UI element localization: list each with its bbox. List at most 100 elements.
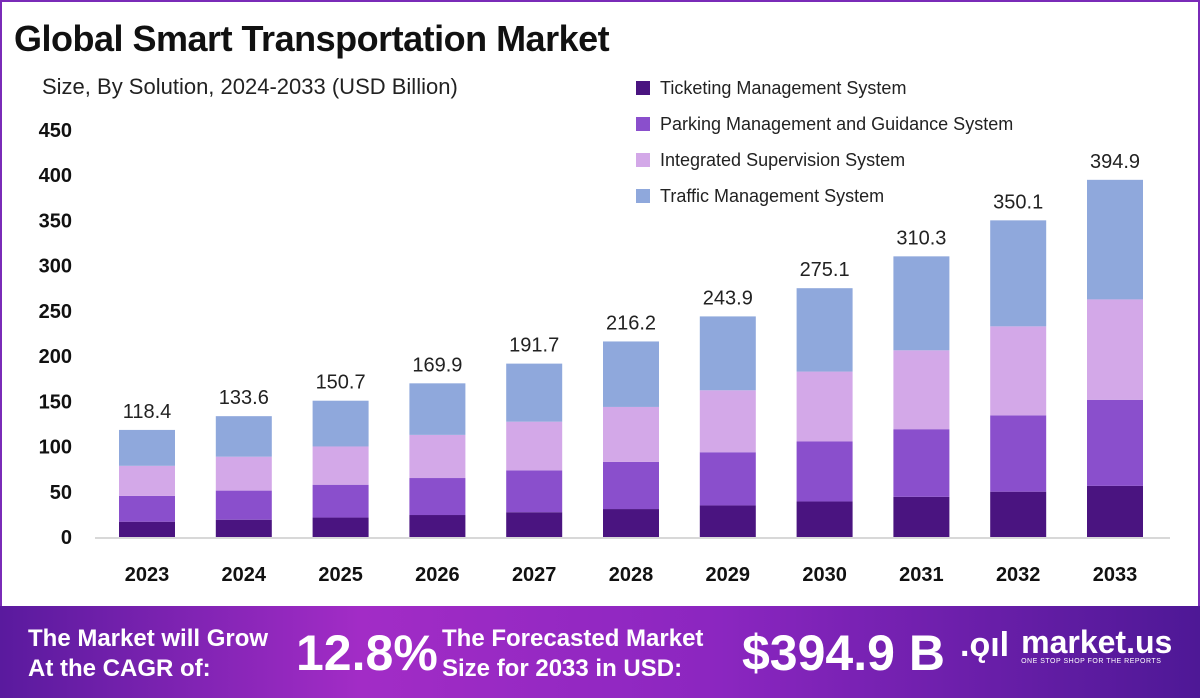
y-tick-label: 450 <box>39 120 72 142</box>
forecast-value: $394.9 B <box>742 625 945 681</box>
legend-label: Traffic Management System <box>660 185 885 206</box>
x-tick-label: 2026 <box>415 564 460 586</box>
footer-banner: The Market will Grow At the CAGR of: 12.8… <box>0 606 1200 698</box>
bar-segment <box>409 478 466 516</box>
bar-segment <box>215 519 272 537</box>
bar-segment <box>699 390 756 453</box>
x-tick-label: 2028 <box>609 564 654 586</box>
bar-segment <box>506 363 563 422</box>
bar-segment <box>409 434 466 479</box>
legend-swatch <box>636 81 650 95</box>
legend: Ticketing Management System Parking Mana… <box>636 70 1013 214</box>
y-tick-label: 200 <box>39 346 72 368</box>
bar-segment <box>1087 485 1143 537</box>
legend-swatch <box>636 117 650 131</box>
x-tick-label: 2031 <box>899 564 944 586</box>
forecast-label-line: The Forecasted Market <box>442 625 704 652</box>
bar-segment <box>893 350 950 430</box>
total-data-label: 394.9 <box>1090 151 1140 173</box>
bar-segment <box>119 465 175 496</box>
bar-segment <box>506 470 563 513</box>
bar-segment <box>215 490 272 520</box>
bar-segment <box>796 441 853 502</box>
bar-segment <box>409 515 466 537</box>
total-data-label: 350.1 <box>993 191 1043 213</box>
bar-segment <box>796 501 853 537</box>
bar-segment <box>990 220 1047 327</box>
bar-segment <box>990 491 1047 537</box>
logo-name: market.us <box>1021 624 1173 660</box>
legend-label: Ticketing Management System <box>660 77 907 98</box>
x-tick-label: 2024 <box>222 564 267 586</box>
chart-subtitle: Size, By Solution, 2024-2033 (USD Billio… <box>42 74 458 99</box>
total-data-label: 169.9 <box>412 354 462 376</box>
x-tick-label: 2025 <box>318 564 363 586</box>
legend-swatch <box>636 153 650 167</box>
total-data-label: 310.3 <box>896 227 946 249</box>
bar-segment <box>796 288 853 372</box>
bar-segment <box>796 371 853 442</box>
bar-segment <box>699 505 756 537</box>
legend-item: Traffic Management System <box>636 178 1013 214</box>
bar-segment <box>699 316 756 391</box>
legend-swatch <box>636 189 650 203</box>
bar-segment <box>119 521 175 537</box>
bar-segment <box>893 256 950 351</box>
total-data-label: 216.2 <box>606 312 656 334</box>
bar-segment <box>893 496 950 537</box>
bar-segment <box>699 452 756 506</box>
bar-segment <box>603 406 659 462</box>
logo-icon: .ǫıl <box>960 626 1010 664</box>
bar-segment <box>893 429 950 497</box>
total-data-label: 118.4 <box>123 401 172 423</box>
cagr-label-line: At the CAGR of: <box>28 655 211 682</box>
market-us-logo: .ǫıl market.us ONE STOP SHOP FOR THE REPO… <box>960 626 1172 665</box>
y-tick-label: 150 <box>39 391 72 413</box>
bar-segment <box>312 517 369 537</box>
bar-segment <box>603 461 659 510</box>
chart-title: Global Smart Transportation Market <box>14 18 610 59</box>
x-tick-label: 2023 <box>125 564 170 586</box>
legend-item: Parking Management and Guidance System <box>636 106 1013 142</box>
y-tick-label: 100 <box>39 437 72 459</box>
total-data-label: 275.1 <box>800 259 850 281</box>
bar-segment <box>603 341 659 407</box>
bar-segment <box>1087 399 1143 486</box>
y-tick-label: 250 <box>39 301 72 323</box>
forecast-label-line: Size for 2033 in USD: <box>442 655 683 682</box>
x-tick-label: 2030 <box>802 564 847 586</box>
bar-chart: 0 50 100 150 200 250 300 350 400 450 118.4 2023 133.… <box>39 120 1170 586</box>
y-tick-label: 350 <box>39 210 72 232</box>
y-tick-label: 300 <box>39 256 72 278</box>
legend-label: Parking Management and Guidance System <box>660 113 1014 134</box>
bar-segment <box>506 512 563 537</box>
y-tick-label: 0 <box>61 527 72 549</box>
bar-segment <box>215 456 272 491</box>
forecast-label: The Forecasted Market Size for 2033 in US… <box>442 624 703 684</box>
bar-segment <box>215 416 272 457</box>
bar-segment <box>409 383 466 435</box>
bar-segment <box>312 400 369 447</box>
legend-item: Ticketing Management System <box>636 70 1013 106</box>
x-tick-label: 2029 <box>706 564 751 586</box>
legend-item: Integrated Supervision System <box>636 142 1013 178</box>
bar-segment <box>506 421 563 471</box>
total-data-label: 243.9 <box>703 287 753 309</box>
bar-segment <box>119 429 175 466</box>
total-data-label: 133.6 <box>219 387 269 409</box>
y-tick-label: 400 <box>39 165 72 187</box>
bar-segment <box>1087 299 1143 400</box>
bar-segment <box>1087 179 1143 300</box>
total-data-label: 191.7 <box>509 335 559 357</box>
cagr-label-line: The Market will Grow <box>28 625 269 652</box>
bar-segment <box>990 326 1047 416</box>
x-tick-label: 2027 <box>512 564 557 586</box>
total-data-label: 150.7 <box>316 372 366 394</box>
cagr-value: 12.8% <box>296 625 438 681</box>
bar-segment <box>312 446 369 485</box>
bar-segment <box>603 509 659 537</box>
x-tick-label: 2032 <box>996 564 1041 586</box>
bar-segment <box>312 484 369 518</box>
bar-segment <box>119 495 175 522</box>
logo-tagline: ONE STOP SHOP FOR THE REPORTS <box>1021 658 1162 665</box>
